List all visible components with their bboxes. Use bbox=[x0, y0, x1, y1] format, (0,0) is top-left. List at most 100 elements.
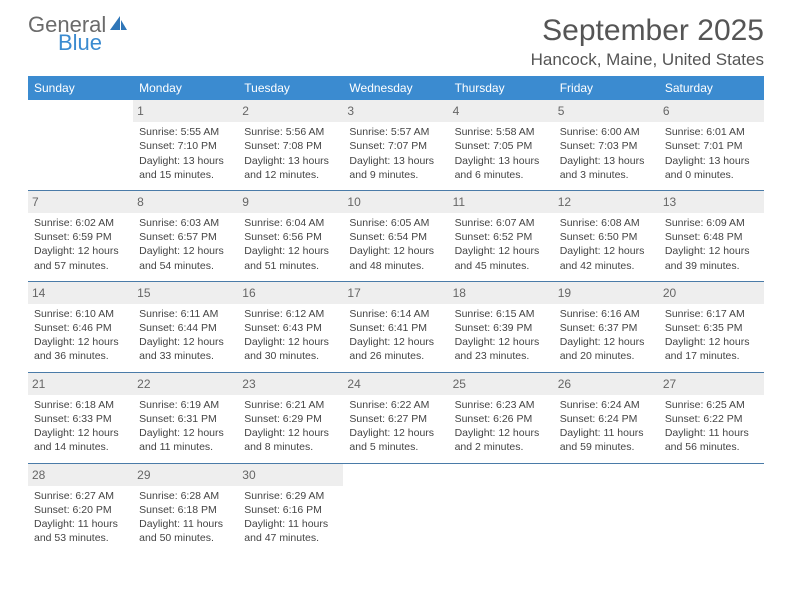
day-cell: 16Sunrise: 6:12 AMSunset: 6:43 PMDayligh… bbox=[238, 282, 343, 372]
day-cell: 19 Sunrise: 6:16 AMSunset: 6:37 PMDayligh… bbox=[554, 282, 659, 372]
day-number: 5 bbox=[554, 100, 659, 122]
daylight-line: Daylight: 12 hours and 30 minutes. bbox=[244, 335, 339, 363]
sunrise-line: Sunrise: 6:12 AM bbox=[244, 307, 339, 321]
daylight-line: Daylight: 12 hours and 20 minutes. bbox=[560, 335, 655, 363]
sunset-line: Sunset: 6:24 PM bbox=[560, 412, 655, 426]
day-info: Sunrise: 6:19 AMSunset: 6:31 PMDaylight:… bbox=[137, 398, 234, 455]
day-number: 19 bbox=[554, 282, 659, 304]
day-cell: 7Sunrise: 6:02 AMSunset: 6:59 PMDaylight… bbox=[28, 191, 133, 281]
day-cell: 18 Sunrise: 6:15 AMSunset: 6:39 PMDayligh… bbox=[449, 282, 554, 372]
sunset-line: Sunset: 6:39 PM bbox=[455, 321, 550, 335]
week-row: 28Sunrise: 6:27 AMSunset: 6:20 PMDayligh… bbox=[28, 463, 764, 554]
week-row: 14Sunrise: 6:10 AMSunset: 6:46 PMDayligh… bbox=[28, 281, 764, 372]
day-number: 2 bbox=[238, 100, 343, 122]
day-number: 9 bbox=[238, 191, 343, 213]
location: Hancock, Maine, United States bbox=[531, 50, 764, 70]
day-number: 30 bbox=[238, 464, 343, 486]
daylight-line: Daylight: 12 hours and 2 minutes. bbox=[455, 426, 550, 454]
day-info: Sunrise: 5:58 AMSunset: 7:05 PMDaylight:… bbox=[453, 125, 550, 182]
day-cell: 25Sunrise: 6:23 AMSunset: 6:26 PMDayligh… bbox=[449, 373, 554, 463]
day-number: 28 bbox=[28, 464, 133, 486]
day-cell: 2Sunrise: 5:56 AMSunset: 7:08 PMDaylight… bbox=[238, 100, 343, 190]
day-number: 1 bbox=[133, 100, 238, 122]
day-number: 22 bbox=[133, 373, 238, 395]
day-cell: 11 Sunrise: 6:07 AMSunset: 6:52 PMDayligh… bbox=[449, 191, 554, 281]
weekday-label: Tuesday bbox=[238, 76, 343, 100]
sunrise-line: Sunrise: 6:03 AM bbox=[139, 216, 234, 230]
weekday-label: Monday bbox=[133, 76, 238, 100]
daylight-line: Daylight: 12 hours and 54 minutes. bbox=[139, 244, 234, 272]
daylight-line: Daylight: 12 hours and 45 minutes. bbox=[455, 244, 550, 272]
day-number: 3 bbox=[343, 100, 448, 122]
sunset-line: Sunset: 6:22 PM bbox=[665, 412, 760, 426]
day-cell: 22 Sunrise: 6:19 AMSunset: 6:31 PMDayligh… bbox=[133, 373, 238, 463]
day-cell: 23Sunrise: 6:21 AMSunset: 6:29 PMDayligh… bbox=[238, 373, 343, 463]
sunrise-line: Sunrise: 6:16 AM bbox=[560, 307, 655, 321]
day-info: Sunrise: 6:10 AMSunset: 6:46 PMDaylight:… bbox=[32, 307, 129, 364]
sunrise-line: Sunrise: 6:18 AM bbox=[34, 398, 129, 412]
day-number: 11 bbox=[449, 191, 554, 213]
day-cell bbox=[554, 464, 659, 554]
day-number: 29 bbox=[133, 464, 238, 486]
sunrise-line: Sunrise: 5:58 AM bbox=[455, 125, 550, 139]
weekday-label: Sunday bbox=[28, 76, 133, 100]
day-cell: 3Sunrise: 5:57 AMSunset: 7:07 PMDaylight… bbox=[343, 100, 448, 190]
day-info: Sunrise: 6:15 AMSunset: 6:39 PMDaylight:… bbox=[453, 307, 550, 364]
sunrise-line: Sunrise: 6:14 AM bbox=[349, 307, 444, 321]
sunset-line: Sunset: 6:27 PM bbox=[349, 412, 444, 426]
day-cell bbox=[28, 100, 133, 190]
day-info: Sunrise: 6:02 AMSunset: 6:59 PMDaylight:… bbox=[32, 216, 129, 273]
sunset-line: Sunset: 7:10 PM bbox=[139, 139, 234, 153]
daylight-line: Daylight: 11 hours and 56 minutes. bbox=[665, 426, 760, 454]
day-info: Sunrise: 6:07 AMSunset: 6:52 PMDaylight:… bbox=[453, 216, 550, 273]
day-number: 18 bbox=[449, 282, 554, 304]
daylight-line: Daylight: 12 hours and 11 minutes. bbox=[139, 426, 234, 454]
day-info: Sunrise: 6:01 AMSunset: 7:01 PMDaylight:… bbox=[663, 125, 760, 182]
daylight-line: Daylight: 12 hours and 8 minutes. bbox=[244, 426, 339, 454]
daylight-line: Daylight: 12 hours and 14 minutes. bbox=[34, 426, 129, 454]
sunrise-line: Sunrise: 5:55 AM bbox=[139, 125, 234, 139]
day-info: Sunrise: 6:24 AMSunset: 6:24 PMDaylight:… bbox=[558, 398, 655, 455]
sunrise-line: Sunrise: 6:10 AM bbox=[34, 307, 129, 321]
sunrise-line: Sunrise: 6:27 AM bbox=[34, 489, 129, 503]
sunset-line: Sunset: 7:03 PM bbox=[560, 139, 655, 153]
calendar: SundayMondayTuesdayWednesdayThursdayFrid… bbox=[0, 76, 792, 553]
sunset-line: Sunset: 7:08 PM bbox=[244, 139, 339, 153]
sunrise-line: Sunrise: 6:24 AM bbox=[560, 398, 655, 412]
sunrise-line: Sunrise: 5:57 AM bbox=[349, 125, 444, 139]
daylight-line: Daylight: 12 hours and 26 minutes. bbox=[349, 335, 444, 363]
sunrise-line: Sunrise: 6:07 AM bbox=[455, 216, 550, 230]
day-cell: 29Sunrise: 6:28 AMSunset: 6:18 PMDayligh… bbox=[133, 464, 238, 554]
sunset-line: Sunset: 6:52 PM bbox=[455, 230, 550, 244]
sunset-line: Sunset: 6:37 PM bbox=[560, 321, 655, 335]
sunset-line: Sunset: 6:56 PM bbox=[244, 230, 339, 244]
day-info: Sunrise: 6:00 AMSunset: 7:03 PMDaylight:… bbox=[558, 125, 655, 182]
sunset-line: Sunset: 6:41 PM bbox=[349, 321, 444, 335]
day-cell: 4Sunrise: 5:58 AMSunset: 7:05 PMDaylight… bbox=[449, 100, 554, 190]
day-cell: 8Sunrise: 6:03 AMSunset: 6:57 PMDaylight… bbox=[133, 191, 238, 281]
day-number: 14 bbox=[28, 282, 133, 304]
day-cell bbox=[343, 464, 448, 554]
day-info: Sunrise: 6:23 AMSunset: 6:26 PMDaylight:… bbox=[453, 398, 550, 455]
day-number: 17 bbox=[343, 282, 448, 304]
sunset-line: Sunset: 6:35 PM bbox=[665, 321, 760, 335]
sunrise-line: Sunrise: 6:04 AM bbox=[244, 216, 339, 230]
header: General Blue September 2025 Hancock, Mai… bbox=[0, 0, 792, 76]
weekday-label: Thursday bbox=[449, 76, 554, 100]
daylight-line: Daylight: 12 hours and 17 minutes. bbox=[665, 335, 760, 363]
sunrise-line: Sunrise: 6:05 AM bbox=[349, 216, 444, 230]
daylight-line: Daylight: 11 hours and 59 minutes. bbox=[560, 426, 655, 454]
sunset-line: Sunset: 6:46 PM bbox=[34, 321, 129, 335]
day-info: Sunrise: 6:17 AMSunset: 6:35 PMDaylight:… bbox=[663, 307, 760, 364]
day-info: Sunrise: 6:03 AMSunset: 6:57 PMDaylight:… bbox=[137, 216, 234, 273]
day-info: Sunrise: 6:12 AMSunset: 6:43 PMDaylight:… bbox=[242, 307, 339, 364]
sunrise-line: Sunrise: 6:02 AM bbox=[34, 216, 129, 230]
day-cell: 12Sunrise: 6:08 AMSunset: 6:50 PMDayligh… bbox=[554, 191, 659, 281]
brand-logo: General Blue bbox=[28, 14, 128, 54]
sunrise-line: Sunrise: 5:56 AM bbox=[244, 125, 339, 139]
sunrise-line: Sunrise: 6:22 AM bbox=[349, 398, 444, 412]
daylight-line: Daylight: 12 hours and 57 minutes. bbox=[34, 244, 129, 272]
day-info: Sunrise: 6:21 AMSunset: 6:29 PMDaylight:… bbox=[242, 398, 339, 455]
day-cell: 13Sunrise: 6:09 AMSunset: 6:48 PMDayligh… bbox=[659, 191, 764, 281]
daylight-line: Daylight: 11 hours and 50 minutes. bbox=[139, 517, 234, 545]
